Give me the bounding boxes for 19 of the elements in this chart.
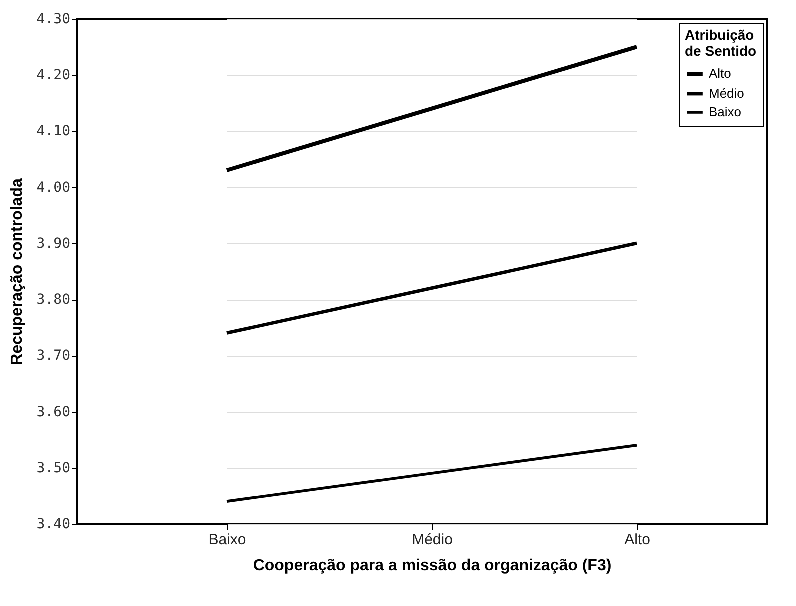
legend-label: Baixo <box>709 104 742 120</box>
legend-label: Médio <box>709 86 744 101</box>
y-tick-label: 4.10 <box>36 124 70 140</box>
y-tick-label: 4.20 <box>36 68 70 84</box>
x-axis-title: Cooperação para a missão da organização (F3) <box>253 558 612 574</box>
x-tick-label: Médio <box>412 532 453 548</box>
y-tick-label: 3.90 <box>36 236 70 252</box>
y-tick-label: 4.30 <box>36 12 70 28</box>
y-tick-label: 3.70 <box>36 348 70 364</box>
y-tick-label: 4.00 <box>36 180 70 196</box>
x-tick-label: Baixo <box>208 532 246 548</box>
y-tick-label: 3.80 <box>36 292 70 308</box>
legend-label: Alto <box>709 66 732 81</box>
y-axis-title: Recuperação controlada <box>8 178 26 366</box>
y-tick-label: 3.50 <box>36 460 70 476</box>
y-tick-label: 3.40 <box>36 516 70 532</box>
x-tick-label: Alto <box>624 532 650 548</box>
legend-title: Atribuição de Sentido <box>685 27 757 59</box>
y-tick-label: 3.60 <box>36 404 70 420</box>
